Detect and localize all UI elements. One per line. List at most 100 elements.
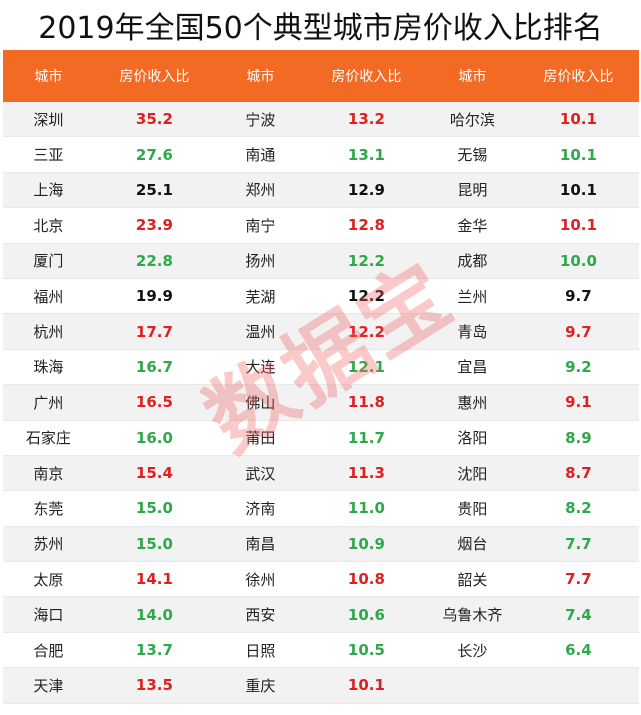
city-cell: 石家庄 bbox=[3, 420, 94, 456]
table-row: 东莞 15.0 济南 11.0 贵阳 8.2 bbox=[3, 490, 639, 527]
city-cell: 宁波 bbox=[214, 102, 306, 138]
city-cell: 韶关 bbox=[426, 561, 518, 598]
table-row: 石家庄 16.0 莆田 11.7 洛阳 8.9 bbox=[3, 420, 639, 456]
ratio-cell: 17.7 bbox=[93, 313, 215, 350]
ratio-cell: 10.1 bbox=[305, 667, 427, 704]
ratio-cell: 12.9 bbox=[305, 172, 427, 209]
table-row: 深圳 35.2 宁波 13.2 哈尔滨 10.1 bbox=[3, 102, 639, 138]
city-cell: 合肥 bbox=[3, 632, 94, 669]
table-row: 广州 16.5 佛山 11.8 惠州 9.1 bbox=[3, 384, 639, 421]
city-cell: 海口 bbox=[3, 596, 94, 633]
city-cell: 日照 bbox=[214, 632, 306, 669]
ratio-cell: 10.0 bbox=[517, 243, 639, 279]
header-city-3: 城市 bbox=[426, 50, 518, 102]
page-title: 2019年全国50个典型城市房价收入比排名 bbox=[38, 11, 603, 46]
ratio-cell: 7.7 bbox=[517, 526, 639, 563]
table-row: 海口 14.0 西安 10.6 乌鲁木齐 7.4 bbox=[3, 596, 639, 633]
table-row: 上海 25.1 郑州 12.9 昆明 10.1 bbox=[3, 172, 639, 209]
city-cell: 上海 bbox=[3, 172, 94, 209]
ratio-cell: 10.8 bbox=[305, 561, 427, 598]
ratio-cell: 13.7 bbox=[93, 632, 215, 669]
ratio-cell: 11.7 bbox=[305, 420, 427, 456]
city-cell: 佛山 bbox=[214, 384, 306, 421]
city-cell: 沈阳 bbox=[426, 455, 518, 492]
city-cell: 烟台 bbox=[426, 526, 518, 563]
city-cell: 长沙 bbox=[426, 632, 518, 669]
ratio-cell: 12.2 bbox=[305, 243, 427, 279]
city-cell: 兰州 bbox=[426, 278, 518, 315]
city-cell bbox=[426, 667, 518, 704]
header-ratio-2: 房价收入比 bbox=[305, 50, 427, 102]
table-row: 南京 15.4 武汉 11.3 沈阳 8.7 bbox=[3, 455, 639, 492]
table-row: 天津 13.5 重庆 10.1 bbox=[3, 667, 639, 704]
ratio-cell: 10.6 bbox=[305, 596, 427, 633]
ratio-cell: 14.0 bbox=[93, 596, 215, 633]
city-cell: 金华 bbox=[426, 207, 518, 244]
ratio-cell: 10.9 bbox=[305, 526, 427, 563]
city-cell: 温州 bbox=[214, 313, 306, 350]
header-ratio-3: 房价收入比 bbox=[517, 50, 639, 102]
city-cell: 南宁 bbox=[214, 207, 306, 244]
city-cell: 宜昌 bbox=[426, 349, 518, 386]
city-cell: 杭州 bbox=[3, 313, 94, 350]
ratio-cell: 9.2 bbox=[517, 349, 639, 386]
table-header-row: 城市 房价收入比 城市 房价收入比 城市 房价收入比 bbox=[3, 50, 639, 102]
ratio-cell: 7.4 bbox=[517, 596, 639, 633]
city-cell: 哈尔滨 bbox=[426, 102, 518, 138]
ratio-cell: 15.4 bbox=[93, 455, 215, 492]
city-cell: 济南 bbox=[214, 490, 306, 527]
city-cell: 南昌 bbox=[214, 526, 306, 563]
ratio-cell: 9.7 bbox=[517, 313, 639, 350]
city-cell: 贵阳 bbox=[426, 490, 518, 527]
ratio-cell: 12.1 bbox=[305, 349, 427, 386]
ratio-cell: 11.8 bbox=[305, 384, 427, 421]
city-cell: 乌鲁木齐 bbox=[426, 596, 518, 633]
city-cell: 无锡 bbox=[426, 136, 518, 173]
ratio-cell: 23.9 bbox=[93, 207, 215, 244]
city-cell: 武汉 bbox=[214, 455, 306, 492]
ratio-cell: 13.5 bbox=[93, 667, 215, 704]
ratio-cell: 16.7 bbox=[93, 349, 215, 386]
city-cell: 南京 bbox=[3, 455, 94, 492]
ratio-cell: 6.4 bbox=[517, 632, 639, 669]
ratio-cell: 22.8 bbox=[93, 243, 215, 279]
city-cell: 芜湖 bbox=[214, 278, 306, 315]
city-cell: 昆明 bbox=[426, 172, 518, 209]
header-ratio-1: 房价收入比 bbox=[93, 50, 215, 102]
header-city-1: 城市 bbox=[3, 50, 94, 102]
table-row: 苏州 15.0 南昌 10.9 烟台 7.7 bbox=[3, 526, 639, 563]
ratio-cell: 16.0 bbox=[93, 420, 215, 456]
city-cell: 扬州 bbox=[214, 243, 306, 279]
ratio-cell: 19.9 bbox=[93, 278, 215, 315]
header-city-2: 城市 bbox=[214, 50, 306, 102]
city-cell: 广州 bbox=[3, 384, 94, 421]
ratio-cell: 10.1 bbox=[517, 207, 639, 244]
ratio-cell: 8.9 bbox=[517, 420, 639, 456]
ratio-cell: 27.6 bbox=[93, 136, 215, 173]
ratio-cell bbox=[517, 667, 639, 704]
ratio-cell: 8.2 bbox=[517, 490, 639, 527]
table-row: 太原 14.1 徐州 10.8 韶关 7.7 bbox=[3, 561, 639, 598]
ratio-cell: 25.1 bbox=[93, 172, 215, 209]
table-row: 福州 19.9 芜湖 12.2 兰州 9.7 bbox=[3, 278, 639, 315]
city-cell: 西安 bbox=[214, 596, 306, 633]
city-cell: 郑州 bbox=[214, 172, 306, 209]
city-cell: 厦门 bbox=[3, 243, 94, 279]
table-row: 厦门 22.8 扬州 12.2 成都 10.0 bbox=[3, 243, 639, 279]
city-cell: 苏州 bbox=[3, 526, 94, 563]
ratio-cell: 10.1 bbox=[517, 102, 639, 138]
city-cell: 大连 bbox=[214, 349, 306, 386]
ratio-cell: 13.2 bbox=[305, 102, 427, 138]
city-cell: 天津 bbox=[3, 667, 94, 704]
ratio-cell: 10.1 bbox=[517, 136, 639, 173]
ratio-cell: 35.2 bbox=[93, 102, 215, 138]
city-cell: 北京 bbox=[3, 207, 94, 244]
ratio-cell: 12.2 bbox=[305, 278, 427, 315]
city-cell: 三亚 bbox=[3, 136, 94, 173]
ratio-cell: 14.1 bbox=[93, 561, 215, 598]
city-cell: 南通 bbox=[214, 136, 306, 173]
ratio-cell: 9.7 bbox=[517, 278, 639, 315]
city-cell: 徐州 bbox=[214, 561, 306, 598]
city-cell: 青岛 bbox=[426, 313, 518, 350]
city-cell: 洛阳 bbox=[426, 420, 518, 456]
